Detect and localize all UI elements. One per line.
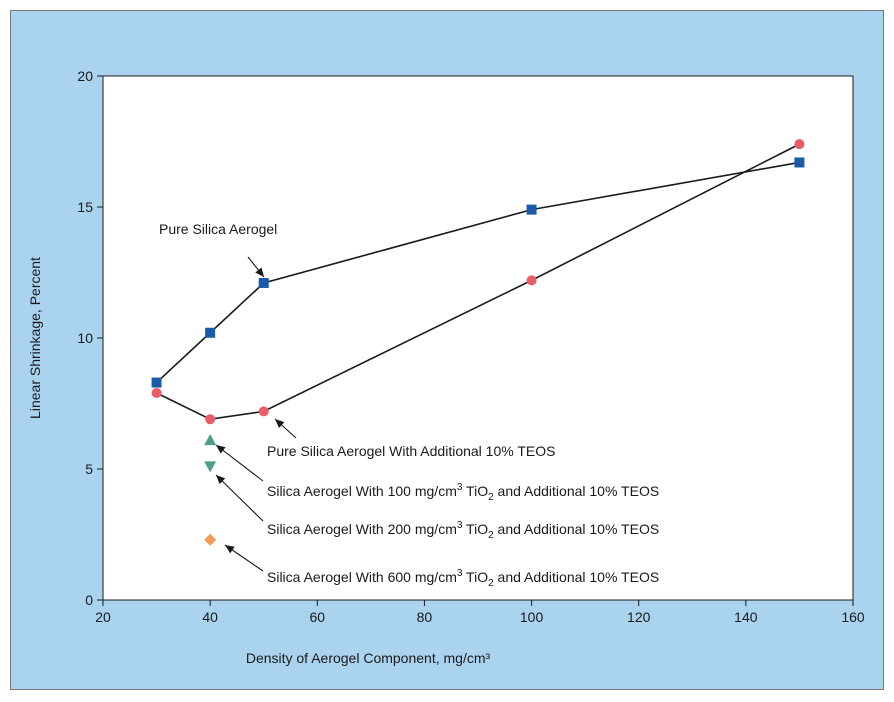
y-tick-label: 10 <box>77 330 93 346</box>
axis-ticks: 20 40 60 80 100 120 140 160 0 5 10 15 20 <box>77 68 864 625</box>
series-markers <box>151 139 805 546</box>
annotation-arrow <box>215 474 264 522</box>
data-point-s4-0 <box>204 533 217 546</box>
x-tick-label: 80 <box>417 609 433 625</box>
annotation-arrowhead <box>255 267 264 277</box>
annotation-label: Silica Aerogel With 200 mg/cm3 TiO2 and … <box>267 520 659 541</box>
data-point-s1-2 <box>258 406 269 417</box>
chart-svg: 20 40 60 80 100 120 140 160 0 5 10 15 20 Pure Silica… <box>27 68 865 666</box>
y-tick-label: 5 <box>85 461 93 477</box>
y-tick-label: 0 <box>85 592 93 608</box>
x-tick-label: 60 <box>309 609 325 625</box>
annotations: Pure Silica Aerogel Pure Silica Aerogel W… <box>159 221 659 589</box>
x-tick-label: 140 <box>734 609 758 625</box>
x-axis-label: Density of Aerogel Component, mg/cm³ <box>246 650 491 666</box>
data-point-s1-3 <box>526 275 537 286</box>
data-point-s0-1 <box>205 327 216 338</box>
y-tick-label: 15 <box>77 199 93 215</box>
y-tick-label: 20 <box>77 68 93 84</box>
data-point-s0-2 <box>258 277 269 288</box>
data-point-s1-0 <box>151 388 162 399</box>
data-point-s3-0 <box>204 461 217 473</box>
x-tick-label: 100 <box>520 609 544 625</box>
x-tick-label: 40 <box>202 609 218 625</box>
data-point-s0-3 <box>526 204 537 215</box>
annotation-label: Silica Aerogel With 100 mg/cm3 TiO2 and … <box>267 482 659 503</box>
annotation-label: Pure Silica Aerogel With Additional 10% … <box>267 443 555 459</box>
data-point-s0-0 <box>151 377 162 388</box>
y-axis-label: Linear Shrinkage, Percent <box>27 257 43 419</box>
data-point-s2-0 <box>204 434 217 446</box>
annotation-arrowhead <box>216 445 226 454</box>
annotation-arrowhead <box>216 475 226 485</box>
annotation-arrowhead <box>275 419 285 429</box>
data-point-s1-4 <box>794 139 805 150</box>
annotation-label: Silica Aerogel With 600 mg/cm3 TiO2 and … <box>267 568 659 589</box>
chart-panel: 20 40 60 80 100 120 140 160 0 5 10 15 20 Pure Silica… <box>10 10 884 690</box>
data-point-s0-4 <box>794 157 805 168</box>
annotation-arrowhead <box>225 545 235 554</box>
annotation-arrows <box>215 256 297 572</box>
x-tick-label: 120 <box>627 609 651 625</box>
annotation-arrow <box>215 444 264 482</box>
x-tick-label: 160 <box>841 609 865 625</box>
x-tick-label: 20 <box>95 609 111 625</box>
annotation-label: Pure Silica Aerogel <box>159 221 277 237</box>
plot-area <box>102 75 854 601</box>
data-point-s1-1 <box>205 414 216 425</box>
